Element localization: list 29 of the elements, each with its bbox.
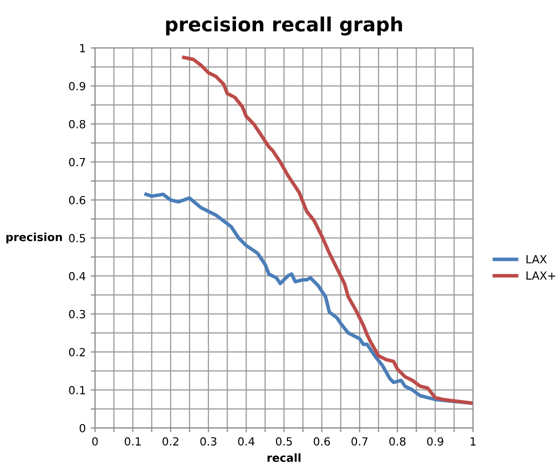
y-tick-label: 0.1 [69, 386, 85, 394]
chart-title: precision recall graph [166, 16, 402, 36]
y-tick-label: 0.2 [69, 348, 85, 356]
y-tick-label: 0.4 [69, 272, 86, 280]
line-series [182, 56, 474, 406]
y-tick-label: 0.5 [69, 234, 86, 242]
x-tick-label: 0.2 [162, 437, 178, 446]
y-tick-label: 0.8 [69, 120, 86, 128]
x-tick-label: 0.3 [200, 437, 216, 446]
y-axis-title: precision [6, 232, 62, 244]
y-tick-label: 0.9 [69, 82, 86, 90]
x-tick-label: 0.5 [276, 437, 292, 446]
y-tick-label: 0.7 [69, 158, 86, 166]
x-tick-label: 0.4 [238, 437, 254, 446]
y-tick-label: 1 [80, 44, 85, 52]
x-tick-label: 0.1 [124, 437, 141, 446]
legend-label: LAX+ [526, 271, 556, 280]
x-tick-label: 0.7 [352, 437, 368, 446]
x-tick-label: 0 [92, 437, 98, 446]
y-tick-label: 0.6 [69, 196, 86, 204]
x-tick-label: 0.8 [389, 437, 406, 446]
x-axis-title: recall [268, 453, 300, 462]
y-tick-label: 0 [80, 424, 86, 432]
line-series [144, 192, 474, 406]
y-tick-label: 0.3 [69, 310, 86, 318]
x-tick-label: 0.9 [427, 437, 444, 446]
x-tick-label: 1 [470, 437, 476, 446]
legend-label: LAX [526, 255, 547, 264]
x-tick-label: 0.6 [314, 437, 330, 446]
